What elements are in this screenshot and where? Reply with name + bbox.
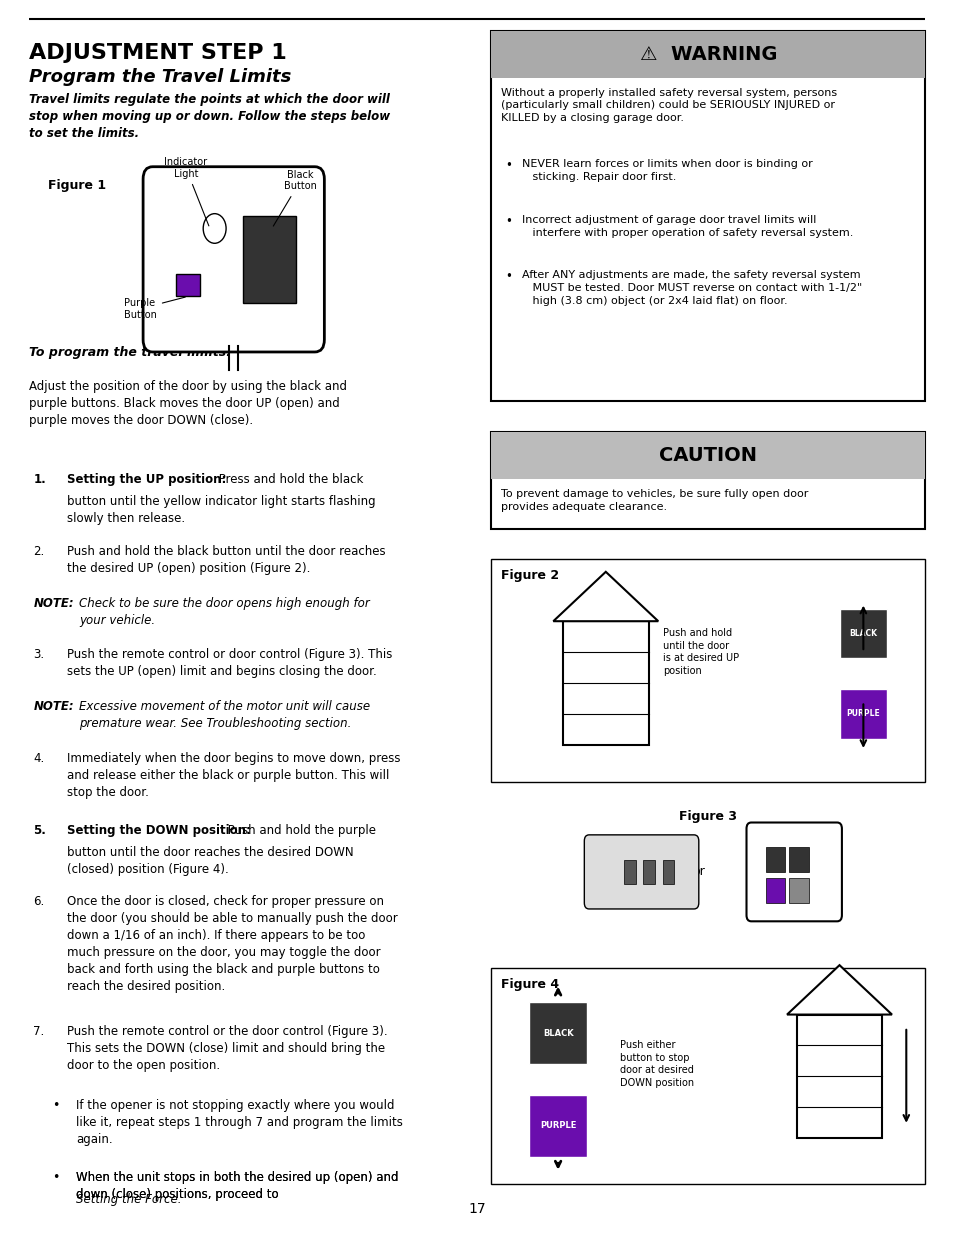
Text: Travel limits regulate the points at which the door will
stop when moving up or : Travel limits regulate the points at whi… bbox=[29, 93, 390, 140]
Text: ADJUSTMENT STEP 1: ADJUSTMENT STEP 1 bbox=[29, 43, 286, 63]
Bar bbox=[562, 621, 648, 745]
Text: Check to be sure the door opens high enough for
your vehicle.: Check to be sure the door opens high eno… bbox=[79, 597, 370, 626]
FancyBboxPatch shape bbox=[143, 167, 324, 352]
Text: After ANY adjustments are made, the safety reversal system
   MUST be tested. Do: After ANY adjustments are made, the safe… bbox=[521, 270, 862, 306]
Bar bbox=[529, 1094, 586, 1156]
Text: NOTE:: NOTE: bbox=[33, 700, 74, 714]
Text: To prevent damage to vehicles, be sure fully open door
provides adequate clearan: To prevent damage to vehicles, be sure f… bbox=[500, 489, 807, 511]
Bar bbox=[243, 216, 295, 303]
Text: 1.: 1. bbox=[33, 473, 46, 487]
Text: To program the travel limits:: To program the travel limits: bbox=[29, 346, 231, 359]
Text: 2.: 2. bbox=[33, 545, 45, 558]
Text: button until the yellow indicator light starts flashing
slowly then release.: button until the yellow indicator light … bbox=[67, 495, 375, 525]
Text: Push and hold
until the door
is at desired UP
position: Push and hold until the door is at desir… bbox=[662, 629, 739, 676]
Text: Figure 1: Figure 1 bbox=[48, 179, 106, 193]
Text: Black
Button: Black Button bbox=[273, 170, 316, 226]
Text: 6.: 6. bbox=[33, 895, 45, 909]
Bar bbox=[661, 860, 673, 884]
Text: •: • bbox=[52, 1171, 60, 1184]
Text: 7.: 7. bbox=[33, 1025, 45, 1039]
Text: Purple
Button: Purple Button bbox=[124, 298, 185, 320]
Text: Program the Travel Limits: Program the Travel Limits bbox=[29, 68, 291, 86]
Bar bbox=[839, 609, 886, 658]
Text: NEVER learn forces or limits when door is binding or
   sticking. Repair door fi: NEVER learn forces or limits when door i… bbox=[521, 159, 812, 182]
FancyBboxPatch shape bbox=[583, 835, 698, 909]
Text: •: • bbox=[52, 1099, 60, 1113]
Text: or: or bbox=[692, 866, 704, 878]
Text: Figure 3: Figure 3 bbox=[679, 810, 737, 824]
Text: 4.: 4. bbox=[33, 752, 45, 766]
Text: Press and hold the black: Press and hold the black bbox=[214, 473, 363, 487]
Text: Incorrect adjustment of garage door travel limits will
   interfere with proper : Incorrect adjustment of garage door trav… bbox=[521, 215, 852, 237]
Bar bbox=[788, 847, 807, 872]
Text: •: • bbox=[505, 270, 512, 284]
Text: Indicator
Light: Indicator Light bbox=[164, 158, 209, 226]
Text: Push and hold the black button until the door reaches
the desired UP (open) posi: Push and hold the black button until the… bbox=[67, 545, 385, 574]
Text: Push either
button to stop
door at desired
DOWN position: Push either button to stop door at desir… bbox=[619, 1040, 694, 1088]
FancyBboxPatch shape bbox=[491, 968, 924, 1184]
FancyBboxPatch shape bbox=[491, 31, 924, 401]
Text: CAUTION: CAUTION bbox=[659, 446, 757, 466]
Text: PURPLE: PURPLE bbox=[845, 709, 880, 719]
Text: Setting the Force.: Setting the Force. bbox=[76, 1193, 182, 1207]
Bar bbox=[764, 878, 783, 903]
FancyBboxPatch shape bbox=[745, 823, 841, 921]
Text: BLACK: BLACK bbox=[542, 1029, 573, 1037]
Text: BLACK: BLACK bbox=[848, 629, 877, 638]
Bar bbox=[529, 1002, 586, 1063]
Bar bbox=[764, 847, 783, 872]
Bar bbox=[796, 1015, 882, 1139]
Polygon shape bbox=[553, 572, 658, 621]
FancyBboxPatch shape bbox=[491, 432, 924, 529]
Bar bbox=[491, 432, 924, 479]
Text: PURPLE: PURPLE bbox=[539, 1121, 576, 1130]
Text: button until the door reaches the desired DOWN
(closed) position (Figure 4).: button until the door reaches the desire… bbox=[67, 846, 353, 876]
Bar bbox=[642, 860, 654, 884]
Text: 3.: 3. bbox=[33, 648, 45, 662]
Bar bbox=[491, 31, 924, 78]
Text: Figure 2: Figure 2 bbox=[500, 569, 558, 583]
Text: Figure 4: Figure 4 bbox=[500, 978, 558, 992]
Text: Push the remote control or the door control (Figure 3).
This sets the DOWN (clos: Push the remote control or the door cont… bbox=[67, 1025, 387, 1072]
Text: Excessive movement of the motor unit will cause
premature wear. See Troubleshoot: Excessive movement of the motor unit wil… bbox=[79, 700, 370, 730]
Bar bbox=[176, 274, 200, 296]
Text: ⚠  WARNING: ⚠ WARNING bbox=[639, 44, 777, 64]
Bar bbox=[839, 689, 886, 739]
Text: When the unit stops in both the desired up (open) and
down (close) positions, pr: When the unit stops in both the desired … bbox=[76, 1171, 398, 1200]
Text: Push and hold the purple: Push and hold the purple bbox=[224, 824, 375, 837]
Text: NOTE:: NOTE: bbox=[33, 597, 74, 610]
Text: •: • bbox=[505, 215, 512, 228]
Text: •: • bbox=[505, 159, 512, 173]
Bar bbox=[788, 878, 807, 903]
Text: When the unit stops in both the desired up (open) and
down (close) positions, pr: When the unit stops in both the desired … bbox=[76, 1171, 398, 1200]
Text: 5.: 5. bbox=[33, 824, 46, 837]
Text: Push the remote control or door control (Figure 3). This
sets the UP (open) limi: Push the remote control or door control … bbox=[67, 648, 392, 678]
Text: Without a properly installed safety reversal system, persons
(particularly small: Without a properly installed safety reve… bbox=[500, 88, 836, 124]
Circle shape bbox=[203, 214, 226, 243]
Bar bbox=[623, 860, 635, 884]
Text: Immediately when the door begins to move down, press
and release either the blac: Immediately when the door begins to move… bbox=[67, 752, 400, 799]
Text: If the opener is not stopping exactly where you would
like it, repeat steps 1 th: If the opener is not stopping exactly wh… bbox=[76, 1099, 403, 1146]
Text: Setting the DOWN position:: Setting the DOWN position: bbox=[67, 824, 251, 837]
Text: Adjust the position of the door by using the black and
purple buttons. Black mov: Adjust the position of the door by using… bbox=[29, 380, 346, 427]
Text: Once the door is closed, check for proper pressure on
the door (you should be ab: Once the door is closed, check for prope… bbox=[67, 895, 397, 993]
Text: Setting the UP position:: Setting the UP position: bbox=[67, 473, 226, 487]
Text: 17: 17 bbox=[468, 1203, 485, 1216]
FancyBboxPatch shape bbox=[491, 559, 924, 782]
Polygon shape bbox=[786, 966, 891, 1015]
